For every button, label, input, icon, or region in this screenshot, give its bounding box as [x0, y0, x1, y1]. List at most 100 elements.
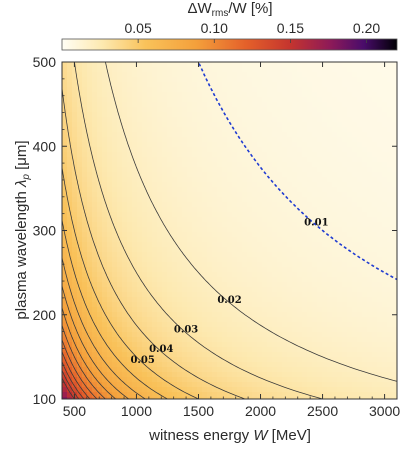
heatmap-cell [357, 367, 363, 373]
heatmap-cell [182, 167, 188, 173]
heatmap-cell [297, 342, 303, 348]
heatmap-cell [97, 187, 103, 193]
heatmap-cell [332, 287, 338, 293]
heatmap-cell [217, 192, 223, 198]
heatmap-cell [142, 372, 148, 378]
heatmap-cell [137, 87, 143, 93]
heatmap-cell [217, 397, 223, 399]
heatmap-cell [262, 307, 268, 313]
heatmap-cell [212, 117, 218, 123]
heatmap-cell [282, 132, 288, 138]
heatmap-cell [67, 107, 73, 113]
contour-line [62, 255, 146, 399]
heatmap-cell [157, 232, 163, 238]
heatmap-cell [172, 287, 178, 293]
heatmap-cell [197, 127, 203, 133]
heatmap-cell [372, 392, 378, 398]
heatmap-cell [282, 372, 288, 378]
heatmap-cell [372, 282, 378, 288]
heatmap-cell [197, 67, 203, 73]
heatmap-cell [362, 247, 368, 253]
heatmap-cell [347, 227, 353, 233]
heatmap-cell [237, 177, 243, 183]
heatmap-cell [327, 207, 333, 213]
heatmap-cell [87, 97, 93, 103]
heatmap-cell [207, 277, 213, 283]
heatmap-cell [222, 117, 228, 123]
heatmap-cell [352, 212, 358, 218]
heatmap-cell [227, 77, 233, 83]
heatmap-cell [267, 357, 273, 363]
heatmap-cell [62, 217, 68, 223]
heatmap-cell [197, 342, 203, 348]
heatmap-cell [307, 352, 313, 358]
heatmap-cell [392, 177, 397, 183]
heatmap-cell [392, 107, 397, 113]
heatmap-cell [337, 207, 343, 213]
heatmap-cell [392, 342, 397, 348]
heatmap-cell [332, 182, 338, 188]
heatmap-cell [282, 302, 288, 308]
heatmap-cell [237, 387, 243, 393]
heatmap-cell [382, 197, 388, 203]
heatmap-cell [277, 257, 283, 263]
heatmap-cell [382, 262, 388, 268]
heatmap-cell [312, 337, 318, 343]
heatmap-cell [222, 232, 228, 238]
heatmap-cell [252, 332, 258, 338]
heatmap-cell [317, 207, 323, 213]
heatmap-cell [387, 232, 393, 238]
heatmap-cell [217, 392, 223, 398]
heatmap-cell [297, 67, 303, 73]
heatmap-cell [72, 207, 78, 213]
heatmap-cell [192, 232, 198, 238]
heatmap-cell [172, 277, 178, 283]
heatmap-cell [222, 62, 228, 68]
heatmap-cell [232, 222, 238, 228]
heatmap-cell [342, 187, 348, 193]
heatmap-cell [102, 307, 108, 313]
heatmap-cell [242, 72, 248, 78]
heatmap-cell [247, 112, 253, 118]
heatmap-cell [332, 302, 338, 308]
heatmap-cell [212, 272, 218, 278]
heatmap-cell [107, 297, 113, 303]
heatmap-cell [72, 177, 78, 183]
heatmap-cell [197, 297, 203, 303]
heatmap-cell [107, 377, 113, 383]
heatmap-cell [162, 247, 168, 253]
heatmap-cell [102, 332, 108, 338]
heatmap-cell [212, 107, 218, 113]
heatmap-cell [372, 287, 378, 293]
heatmap-cell [187, 262, 193, 268]
heatmap-cell [147, 237, 153, 243]
heatmap-cell [262, 327, 268, 333]
heatmap-cell [322, 347, 328, 353]
heatmap-cell [147, 362, 153, 368]
heatmap-cell [177, 202, 183, 208]
heatmap-cell [162, 227, 168, 233]
heatmap-cell [82, 87, 88, 93]
heatmap-cell [217, 312, 223, 318]
heatmap-cell [142, 387, 148, 393]
heatmap-cell [132, 92, 138, 98]
heatmap-cell [267, 277, 273, 283]
heatmap-cell [262, 152, 268, 158]
heatmap-cell [247, 287, 253, 293]
heatmap-cell [362, 192, 368, 198]
heatmap-cell [377, 137, 383, 143]
heatmap-cell [192, 177, 198, 183]
heatmap-cell [317, 377, 323, 383]
heatmap-cell [307, 62, 313, 68]
heatmap-cell [127, 87, 133, 93]
heatmap-cell [167, 202, 173, 208]
heatmap-cell [122, 207, 128, 213]
heatmap-cell [117, 367, 123, 373]
heatmap-cell [352, 392, 358, 398]
heatmap-cell [117, 297, 123, 303]
heatmap-cell [272, 147, 278, 153]
heatmap-cell [332, 362, 338, 368]
heatmap-cell [117, 357, 123, 363]
heatmap-cell [352, 132, 358, 138]
heatmap-cell [62, 392, 68, 398]
